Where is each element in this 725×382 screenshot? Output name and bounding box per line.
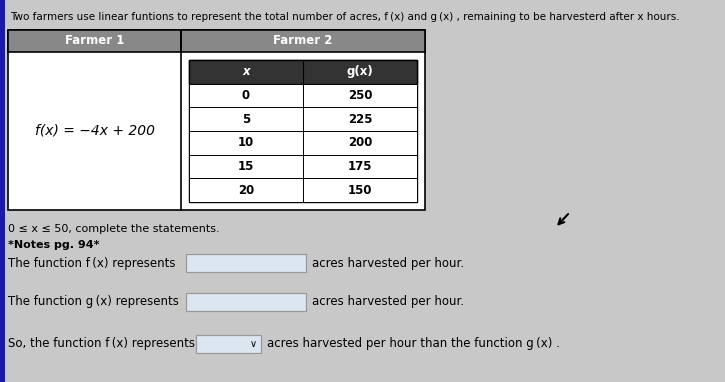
Text: 15: 15 <box>238 160 254 173</box>
Text: acres harvested per hour.: acres harvested per hour. <box>312 296 464 309</box>
Text: 10: 10 <box>238 136 254 149</box>
Text: 250: 250 <box>348 89 372 102</box>
FancyBboxPatch shape <box>189 131 417 155</box>
Text: 200: 200 <box>348 136 372 149</box>
FancyBboxPatch shape <box>189 155 417 178</box>
Text: 0: 0 <box>242 89 250 102</box>
FancyBboxPatch shape <box>189 60 417 202</box>
FancyBboxPatch shape <box>189 178 417 202</box>
FancyBboxPatch shape <box>186 293 306 311</box>
FancyBboxPatch shape <box>0 0 5 382</box>
Text: The function g (x) represents: The function g (x) represents <box>8 296 179 309</box>
Text: 225: 225 <box>348 113 372 126</box>
Text: So, the function f (x) represents: So, the function f (x) represents <box>8 338 195 351</box>
FancyBboxPatch shape <box>181 30 425 52</box>
Text: Two farmers use linear funtions to represent the total number of acres, f (x) an: Two farmers use linear funtions to repre… <box>10 12 679 22</box>
Text: ∨: ∨ <box>249 339 257 349</box>
FancyBboxPatch shape <box>189 84 417 107</box>
FancyBboxPatch shape <box>186 254 306 272</box>
Text: 0 ≤ x ≤ 50, complete the statements.: 0 ≤ x ≤ 50, complete the statements. <box>8 224 220 234</box>
Text: 150: 150 <box>348 184 372 197</box>
Text: f(x) = −4x + 200: f(x) = −4x + 200 <box>35 124 154 138</box>
Text: acres harvested per hour.: acres harvested per hour. <box>312 256 464 269</box>
Text: g(x): g(x) <box>347 65 373 78</box>
Text: acres harvested per hour than the function g (x) .: acres harvested per hour than the functi… <box>267 338 560 351</box>
Text: 175: 175 <box>348 160 372 173</box>
Text: x: x <box>242 65 250 78</box>
Text: Farmer 1: Farmer 1 <box>65 34 124 47</box>
Text: The function f (x) represents: The function f (x) represents <box>8 256 175 269</box>
FancyBboxPatch shape <box>8 30 425 210</box>
Text: Farmer 2: Farmer 2 <box>273 34 333 47</box>
FancyBboxPatch shape <box>189 107 417 131</box>
FancyBboxPatch shape <box>189 60 417 84</box>
Text: *Notes pg. 94*: *Notes pg. 94* <box>8 240 99 250</box>
Text: 20: 20 <box>238 184 254 197</box>
FancyBboxPatch shape <box>196 335 261 353</box>
FancyBboxPatch shape <box>8 30 181 52</box>
Text: 5: 5 <box>242 113 250 126</box>
